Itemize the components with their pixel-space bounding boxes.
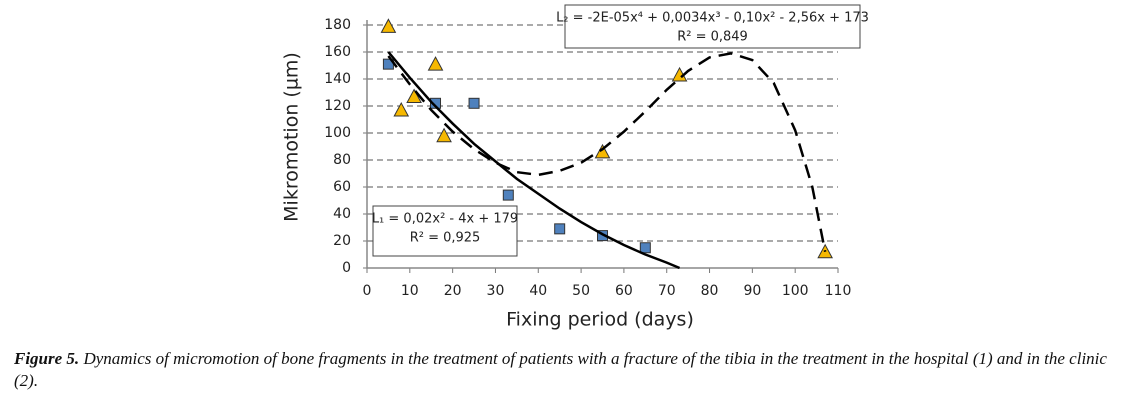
caption-label: Figure 5.	[14, 349, 80, 368]
triangle-point	[427, 56, 444, 71]
y-tick-label: 40	[333, 206, 351, 222]
x-tick-label: 30	[487, 283, 505, 299]
triangle-point	[406, 88, 422, 104]
y-tick-label: 100	[324, 125, 351, 141]
x-tick-label: 70	[658, 283, 676, 299]
x-tick-label: 20	[444, 283, 462, 299]
annotation-box	[564, 4, 861, 49]
y-axis-title: Mikromotion (µm)	[281, 52, 303, 222]
x-tick-label: 50	[572, 283, 590, 299]
x-tick-label: 80	[701, 283, 719, 299]
y-tick-label: 160	[324, 44, 351, 60]
triangle-point	[393, 101, 410, 117]
x-tick-label: 90	[743, 283, 761, 299]
annotation-text: L₁ = 0,02x² - 4x + 179	[372, 212, 518, 227]
x-tick-label: 100	[782, 283, 809, 299]
y-tick-label: 180	[324, 17, 351, 33]
x-axis-title: Fixing period (days)	[506, 309, 694, 331]
trend-line	[387, 52, 827, 253]
x-tick-label: 110	[825, 283, 852, 299]
chart: Fixing period (days) Mikromotion (µm) 0 2…	[281, 4, 869, 331]
x-tick-label: 0	[363, 283, 372, 299]
x-tick-label: 60	[615, 283, 633, 299]
triangle-point	[436, 127, 452, 143]
triangle-point	[594, 143, 611, 159]
caption-text: Dynamics of micromotion of bone fragment…	[14, 349, 1107, 390]
y-tick-label: 20	[333, 233, 351, 249]
y-tick-label: 140	[324, 71, 351, 87]
y-tick-label: 120	[324, 98, 351, 114]
trend-line	[387, 51, 681, 270]
annotation-text: R² = 0,925	[410, 231, 481, 246]
x-tick-label: 10	[401, 283, 419, 299]
square-point	[502, 189, 514, 201]
square-point	[468, 97, 480, 109]
square-point	[639, 242, 651, 254]
y-tick-label: 80	[333, 152, 351, 168]
x-tick-label: 40	[529, 283, 547, 299]
y-tick-label: 0	[342, 260, 351, 276]
annotation-box	[372, 205, 518, 257]
annotation-text: L₂ = -2E-05x⁴ + 0,0034x³ - 0,10x² - 2,56…	[556, 11, 869, 26]
triangle-point	[380, 18, 397, 33]
square-point	[554, 223, 566, 235]
caption: Figure 5. Dynamics of micromotion of bon…	[14, 348, 1126, 392]
y-tick-label: 60	[333, 179, 351, 195]
annotation-text: R² = 0,849	[677, 30, 748, 45]
square-point	[430, 97, 442, 109]
